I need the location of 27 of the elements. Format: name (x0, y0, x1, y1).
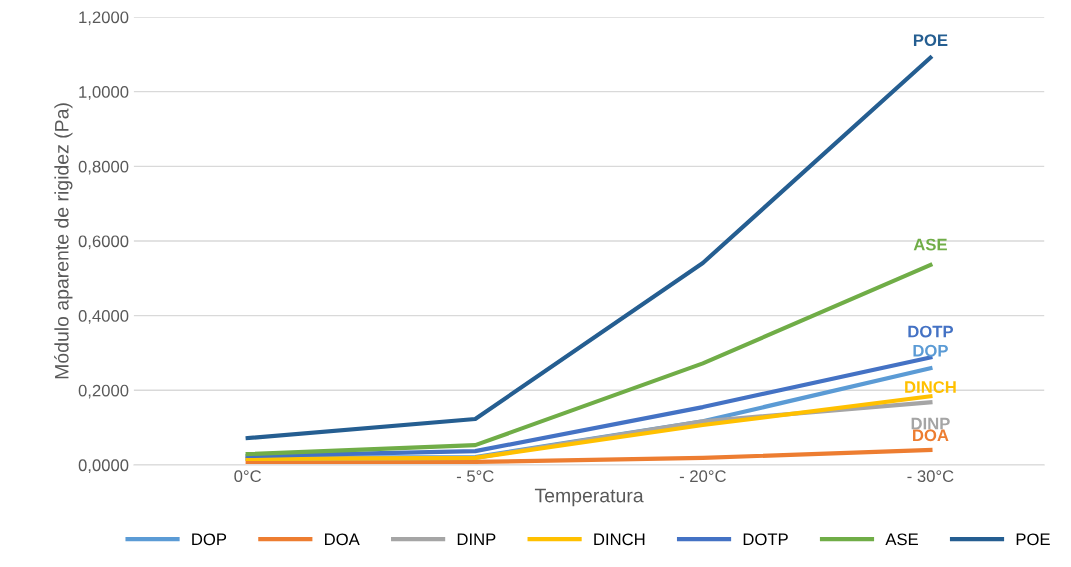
y-tick-label: 0,0000 (78, 459, 129, 474)
legend-label: POE (1016, 533, 1050, 546)
legend-label: ASE (885, 533, 918, 546)
annotation: DINCH (905, 381, 956, 393)
y-tick-label: 0,8000 (78, 160, 129, 175)
legend-label: DINCH (594, 533, 645, 546)
annotation: DINP (911, 417, 950, 430)
y-tick-label: 0,4000 (78, 310, 129, 324)
annotation: ASE (913, 238, 947, 251)
annotation: DOTP (908, 325, 954, 338)
y-tick-label: 0,6000 (78, 235, 129, 250)
x-axis-title: Temperatura (534, 488, 644, 507)
annotation: POE (913, 34, 948, 47)
legend-label: DOA (325, 533, 360, 546)
legend-label: DINP (457, 533, 496, 546)
y-tick-label: 0,2000 (78, 384, 129, 399)
y-tick-label: 1,0000 (79, 86, 129, 100)
legend-label: DOTP (743, 533, 788, 546)
y-axis-title: Módulo aparente de rigidez (Pa) (54, 103, 73, 379)
x-tick-label: 0°C (234, 470, 262, 483)
legend-label: DOP (192, 533, 227, 546)
annotation: DOP (913, 344, 948, 357)
y-tick-label: 1,2000 (79, 11, 129, 26)
annotation: DOA (913, 429, 949, 442)
x-tick-label: - 30°C (907, 470, 954, 483)
x-tick-label: - 5°C (456, 470, 494, 483)
x-tick-label: - 20°C (679, 470, 726, 483)
